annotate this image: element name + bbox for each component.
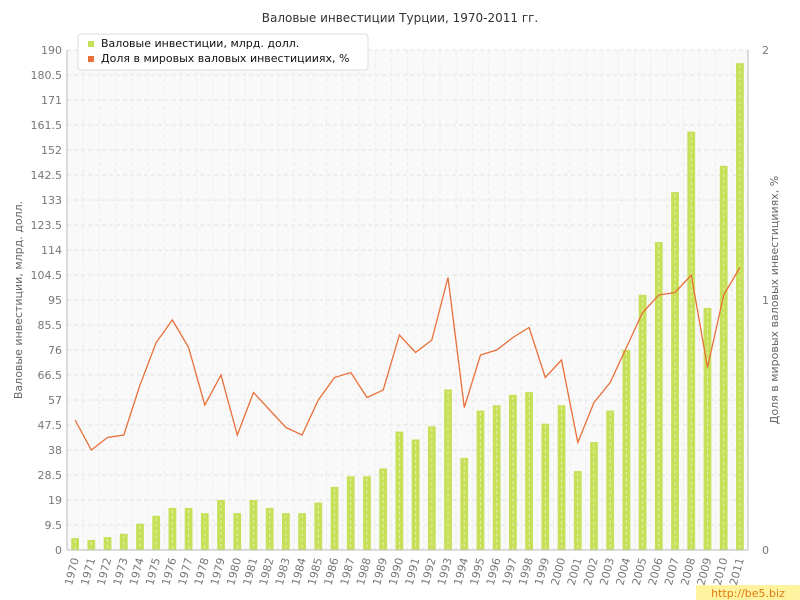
bar: [103, 537, 112, 550]
y-tick-label: 161.5: [31, 119, 63, 132]
bar: [136, 523, 144, 550]
bar: [200, 513, 209, 550]
bar: [509, 394, 517, 550]
y-tick-label: 28.5: [38, 469, 63, 482]
y2-tick-label: 2: [762, 44, 769, 57]
y-tick-label: 19: [48, 494, 62, 507]
line-series: [74, 267, 741, 451]
legend-item-bars[interactable]: Валовые инвестиции, млрд. долл.: [101, 37, 299, 50]
y-tick-label: 104.5: [31, 269, 63, 282]
bar: [298, 513, 306, 550]
legend-line-swatch: [88, 56, 94, 62]
y-tick-label: 114: [41, 244, 62, 257]
bar: [314, 502, 323, 550]
legend-box: [77, 33, 369, 71]
y2-tick-label: 0: [762, 544, 769, 557]
left-axis-ticks: 0 9.5 19 28.5 38 47.5 57 66.5 76 85.5 95 104.5 114 12…: [31, 44, 63, 557]
bar: [638, 294, 647, 550]
bar: [71, 538, 79, 550]
legend-item-line[interactable]: Доля в мировых валовых инвестицииях, %: [101, 52, 350, 65]
bar: [525, 392, 533, 550]
y-tick-label: 76: [48, 344, 62, 357]
y-tick-label: 9.5: [45, 519, 63, 532]
y-tick-label: 0: [55, 544, 62, 557]
watermark[interactable]: http://be5.biz: [696, 585, 800, 600]
bar: [217, 500, 225, 550]
bar: [719, 165, 728, 550]
y-tick-label: 180.5: [31, 69, 63, 82]
bar: [346, 476, 355, 550]
watermark-link[interactable]: http://be5.biz: [711, 587, 785, 600]
bar: [557, 405, 566, 550]
y-tick-label: 190: [41, 44, 62, 57]
watermark-background: [696, 585, 800, 600]
legend[interactable]: Валовые инвестиции, млрд. долл. Доля в м…: [77, 33, 369, 71]
bar: [330, 486, 339, 550]
bar: [363, 476, 371, 550]
y-tick-label: 47.5: [38, 419, 63, 432]
share-line: [74, 267, 741, 451]
chart-title: Валовые инвестиции Турции, 1970-2011 гг.: [262, 11, 539, 25]
y-tick-label: 66.5: [38, 369, 63, 382]
y-tick-label: 85.5: [38, 319, 63, 332]
bar: [411, 439, 420, 550]
y-tick-label: 123.5: [31, 219, 63, 232]
bar: [590, 442, 598, 550]
axes: [66, 50, 749, 551]
y-tick-label: 95: [48, 294, 62, 307]
bar: [703, 307, 712, 550]
y-tick-label: 133: [41, 194, 62, 207]
y-tick-label: 142.5: [31, 169, 63, 182]
right-axis-title: Доля в мировых валовых инвестицииях, %: [768, 176, 781, 425]
bar: [249, 500, 258, 550]
bars-series: [71, 63, 744, 550]
y-tick-label: 38: [48, 444, 62, 457]
legend-bar-swatch: [88, 41, 94, 47]
left-axis-title: Валовые инвестиции, млрд. долл.: [12, 201, 25, 399]
bar: [152, 515, 161, 550]
grid: [66, 49, 749, 550]
y-tick-label: 152: [41, 144, 62, 157]
bar: [282, 513, 290, 550]
y-tick-label: 57: [48, 394, 62, 407]
bar: [233, 513, 242, 550]
y-tick-label: 171: [41, 94, 62, 107]
y2-tick-label: 1: [762, 294, 769, 307]
bar: [395, 431, 404, 550]
bar: [492, 405, 501, 550]
right-axis-ticks: 0 1 2: [762, 44, 769, 557]
bar: [687, 131, 696, 550]
bar: [427, 426, 436, 550]
